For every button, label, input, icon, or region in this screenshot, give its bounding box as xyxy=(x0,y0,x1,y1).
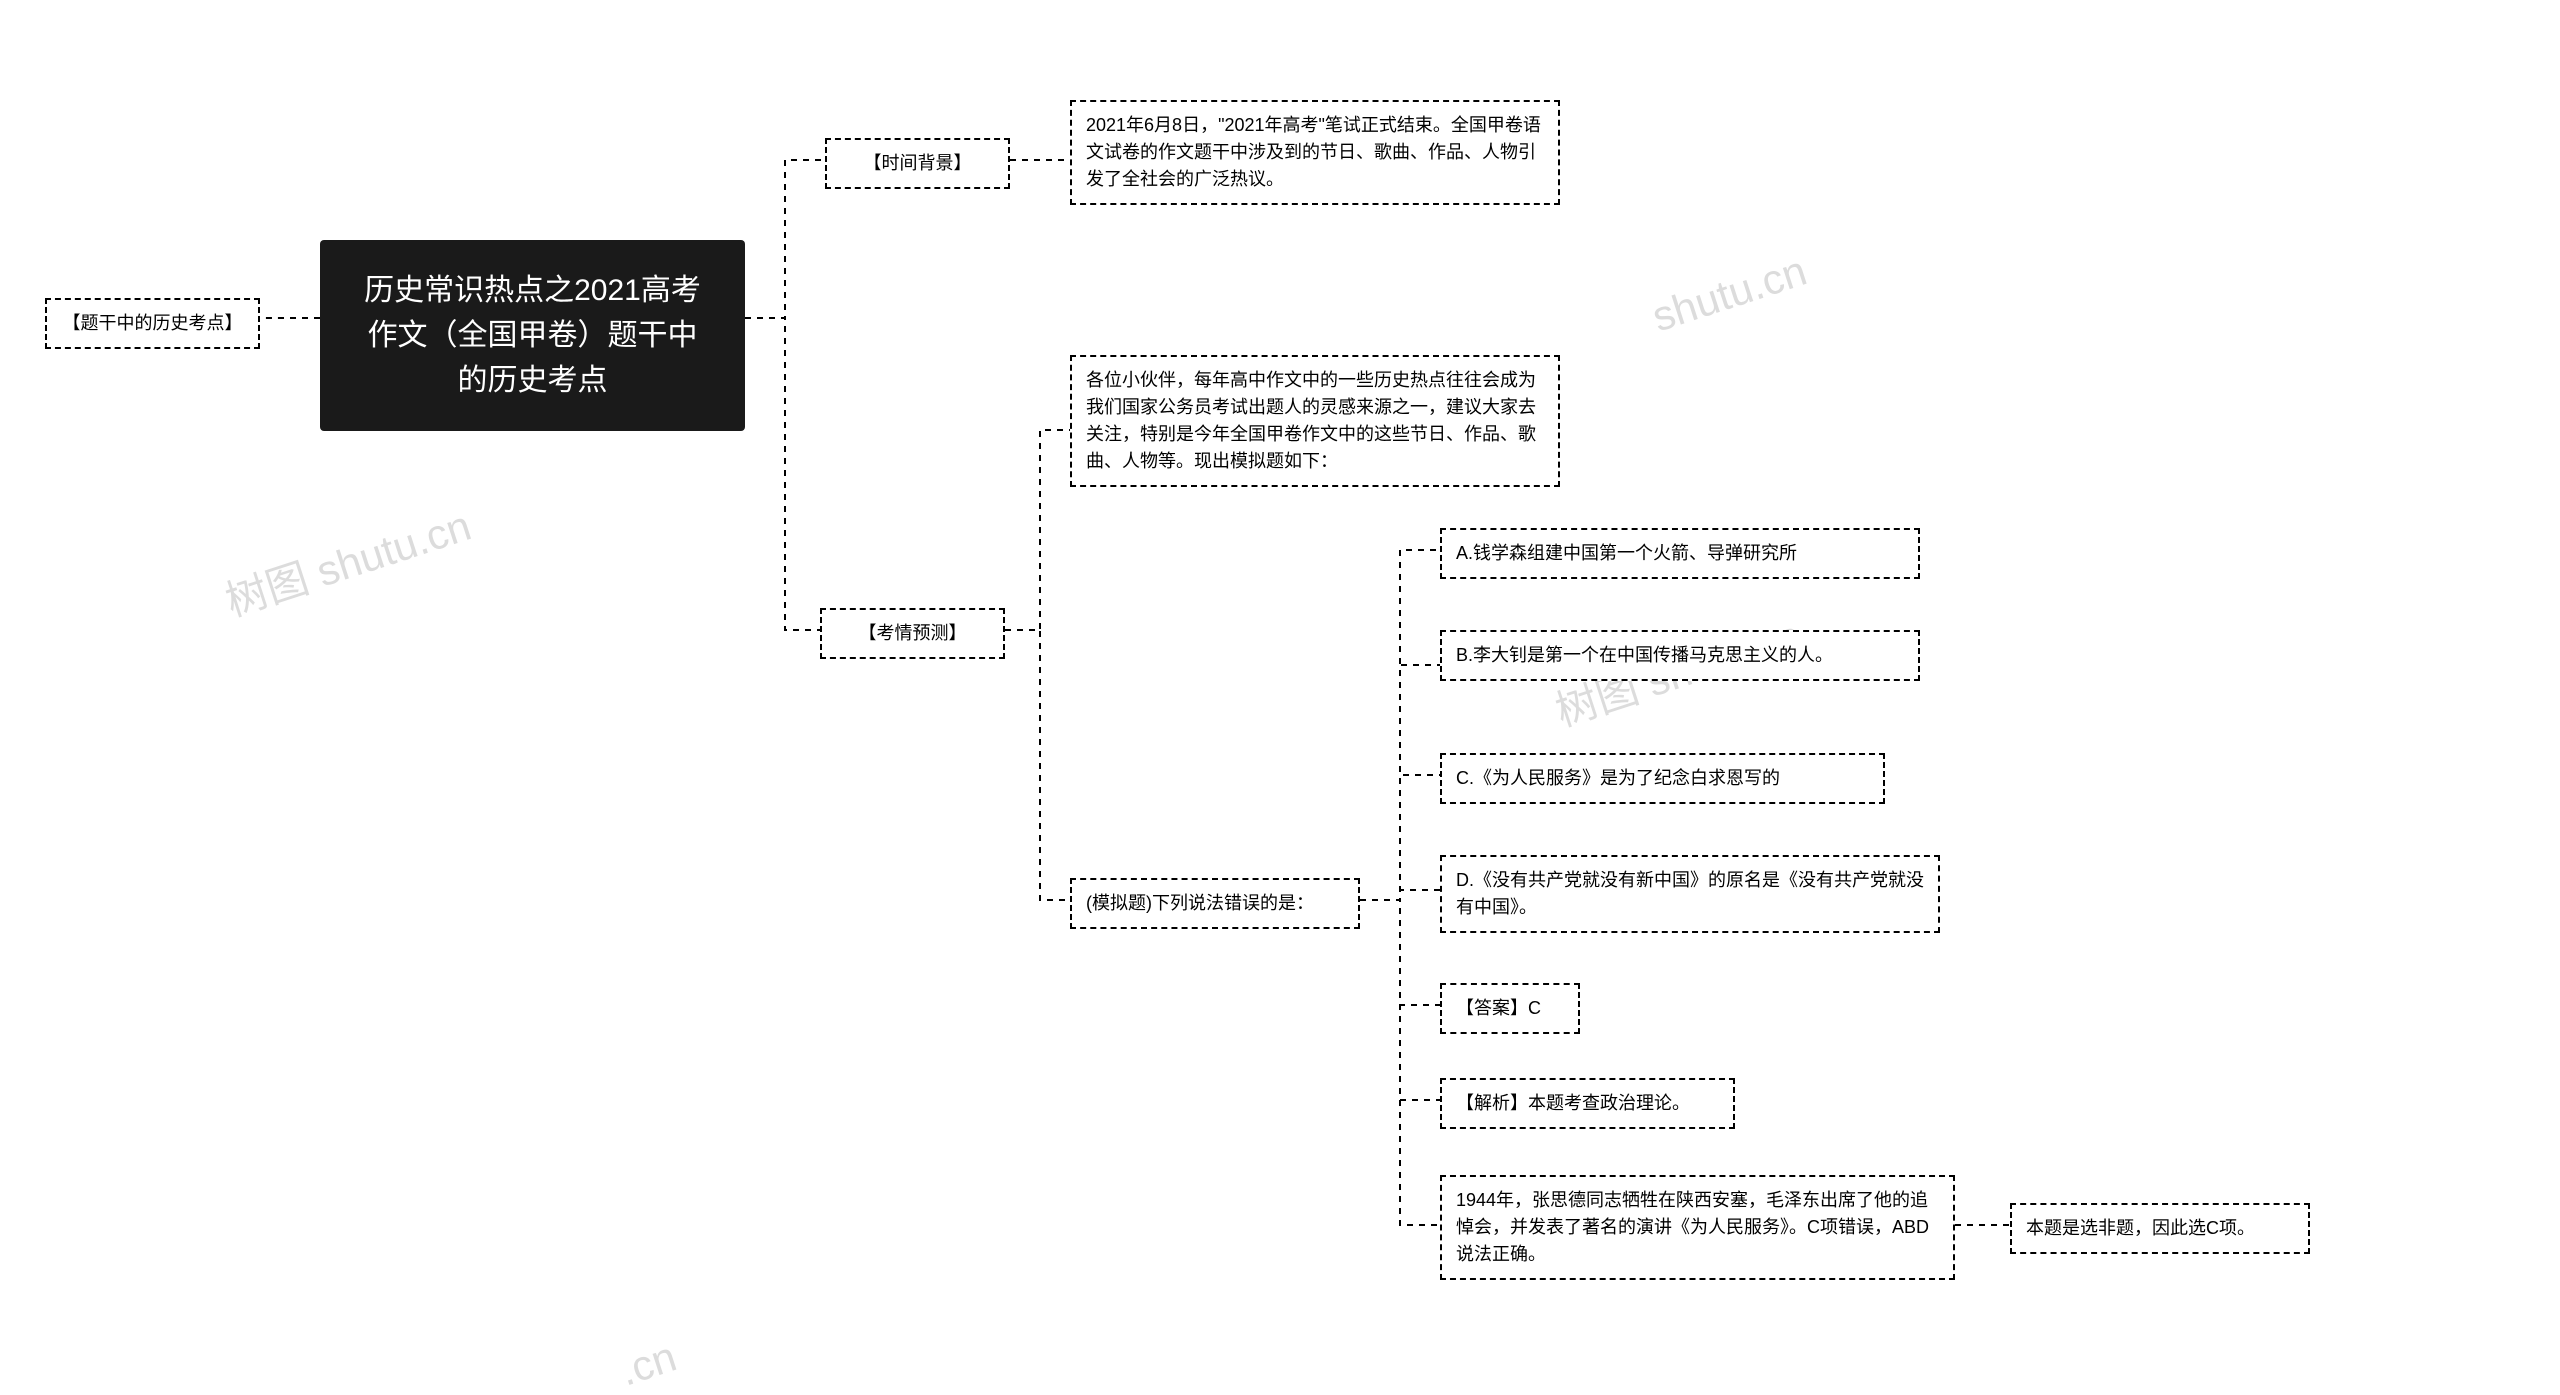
node-text: B.李大钊是第一个在中国传播马克思主义的人。 xyxy=(1456,645,1833,665)
node-left-history-points: 【题干中的历史考点】 xyxy=(45,298,260,349)
node-text: 1944年，张思德同志牺牲在陕西安塞，毛泽东出席了他的追悼会，并发表了著名的演讲… xyxy=(1456,1190,1929,1264)
node-text: 2021年6月8日，"2021年高考"笔试正式结束。全国甲卷语文试卷的作文题干中… xyxy=(1086,115,1541,189)
node-option-c: C.《为人民服务》是为了纪念白求恩写的 xyxy=(1440,753,1885,804)
node-mock-question: (模拟题)下列说法错误的是： xyxy=(1070,878,1360,929)
mindmap-canvas: 树图 shutu.cn shutu.cn 树图 shutu.cn .cn 历史常… xyxy=(0,0,2560,1393)
node-text: 【时间背景】 xyxy=(864,153,972,173)
root-text: 历史常识热点之2021高考 作文（全国甲卷）题干中 的历史考点 xyxy=(364,274,701,397)
node-text: A.钱学森组建中国第一个火箭、导弹研究所 xyxy=(1456,543,1797,563)
node-explanation: 1944年，张思德同志牺牲在陕西安塞，毛泽东出席了他的追悼会，并发表了著名的演讲… xyxy=(1440,1175,1955,1280)
node-text: C.《为人民服务》是为了纪念白求恩写的 xyxy=(1456,768,1780,788)
node-text: 【解析】本题考查政治理论。 xyxy=(1456,1093,1690,1113)
node-text: 【答案】C xyxy=(1456,998,1541,1018)
node-text: D.《没有共产党就没有新中国》的原名是《没有共产党就没有中国》。 xyxy=(1456,870,1924,917)
node-prediction-intro: 各位小伙伴，每年高中作文中的一些历史热点往往会成为我们国家公务员考试出题人的灵感… xyxy=(1070,355,1560,487)
node-text: 【考情预测】 xyxy=(859,623,967,643)
node-option-b: B.李大钊是第一个在中国传播马克思主义的人。 xyxy=(1440,630,1920,681)
root-node: 历史常识热点之2021高考 作文（全国甲卷）题干中 的历史考点 xyxy=(320,240,745,431)
node-option-d: D.《没有共产党就没有新中国》的原名是《没有共产党就没有中国》。 xyxy=(1440,855,1940,933)
node-text: (模拟题)下列说法错误的是： xyxy=(1086,893,1314,913)
watermark: 树图 shutu.cn xyxy=(217,492,478,629)
node-text: 【题干中的历史考点】 xyxy=(63,313,243,333)
node-option-a: A.钱学森组建中国第一个火箭、导弹研究所 xyxy=(1440,528,1920,579)
node-conclusion: 本题是选非题，因此选C项。 xyxy=(2010,1203,2310,1254)
node-prediction-label: 【考情预测】 xyxy=(820,608,1005,659)
node-answer: 【答案】C xyxy=(1440,983,1580,1034)
node-time-bg-label: 【时间背景】 xyxy=(825,138,1010,189)
node-analysis: 【解析】本题考查政治理论。 xyxy=(1440,1078,1735,1129)
watermark: shutu.cn xyxy=(1646,247,1812,342)
node-text: 各位小伙伴，每年高中作文中的一些历史热点往往会成为我们国家公务员考试出题人的灵感… xyxy=(1086,370,1536,471)
node-time-bg-body: 2021年6月8日，"2021年高考"笔试正式结束。全国甲卷语文试卷的作文题干中… xyxy=(1070,100,1560,205)
node-text: 本题是选非题，因此选C项。 xyxy=(2026,1218,2255,1238)
connectors xyxy=(0,0,2560,1393)
watermark: .cn xyxy=(614,1333,682,1395)
